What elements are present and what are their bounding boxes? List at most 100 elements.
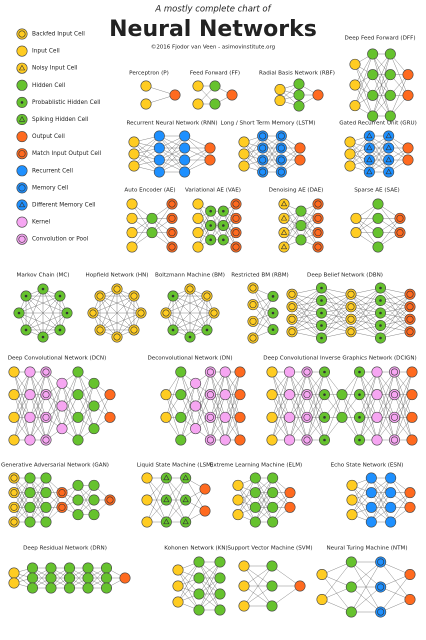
node [193,588,205,600]
node [104,411,116,423]
node [230,241,242,253]
edge [210,394,226,441]
node [349,100,361,112]
node [344,160,356,172]
edge [377,218,401,248]
node [160,307,172,319]
edge [165,295,208,314]
edge [61,371,79,429]
node [375,581,387,593]
node [160,516,172,528]
node [8,366,20,378]
node [190,400,202,412]
node [111,331,123,343]
node [16,28,28,40]
edge [177,561,200,603]
node [295,234,307,246]
node [234,434,246,446]
node [180,494,192,506]
node [126,227,138,239]
node-dot [358,438,361,442]
edge [289,371,308,418]
node [247,282,259,294]
edge [272,492,291,523]
network-title: Auto Encoder (AE) [124,188,175,194]
edge [321,306,352,339]
legend-label: Convolution or Pool [32,237,89,243]
node [363,154,375,166]
edge [29,394,47,441]
node [64,572,76,584]
edge [61,371,79,407]
node [160,494,172,506]
node [247,299,259,311]
node [372,241,384,253]
edge [29,477,47,523]
node-dot [320,324,323,327]
node-ring [10,518,18,526]
edge [159,135,185,161]
edge [131,218,153,248]
node [367,110,379,122]
node [16,131,28,143]
network-title: Recurrent Neural Network (RNN) [126,121,217,127]
node-dot [379,299,382,302]
node [126,198,138,210]
edge [159,147,185,173]
node-ring [58,503,66,511]
node [346,494,358,506]
node [365,516,377,528]
edge [180,383,196,418]
node [82,582,94,594]
node [372,227,384,239]
node [345,288,357,300]
node [278,241,290,253]
node [192,227,204,239]
node [404,593,416,605]
node-ring [249,317,257,325]
node [56,487,68,499]
node-triangle [182,496,189,503]
node [119,572,131,584]
node-ring [259,132,267,140]
node-ring [18,184,26,192]
edge [25,295,61,331]
node [383,142,395,154]
node-dot [320,286,323,290]
node-ring [390,391,398,399]
node [383,130,395,142]
node-ring [277,132,285,140]
node [153,154,165,166]
node [238,148,250,160]
node-ring [377,583,385,591]
node-dot [379,336,382,340]
node-ring [277,156,285,164]
node [257,142,269,154]
node [295,205,307,217]
node [365,501,377,513]
network-title: Hopfield Network (HN) [86,273,149,279]
edge [92,312,135,331]
node-dot [320,299,323,302]
node-triangle [280,200,288,207]
node [345,301,357,313]
node-triangle [163,474,170,481]
node-dot [24,328,28,332]
node [214,604,226,616]
edge [18,312,61,331]
node [179,130,191,142]
edge [341,371,360,418]
edge [291,287,322,307]
node-ring [303,413,311,421]
edge [99,295,142,314]
node-ring [347,290,355,298]
edge [255,477,273,508]
edge [321,319,352,339]
network-title: Deconvolutional Network (DN) [147,356,232,362]
node [8,501,20,513]
node [365,487,377,499]
node [190,423,202,435]
node [406,366,418,378]
node-dot [323,438,326,442]
edge [380,306,411,339]
